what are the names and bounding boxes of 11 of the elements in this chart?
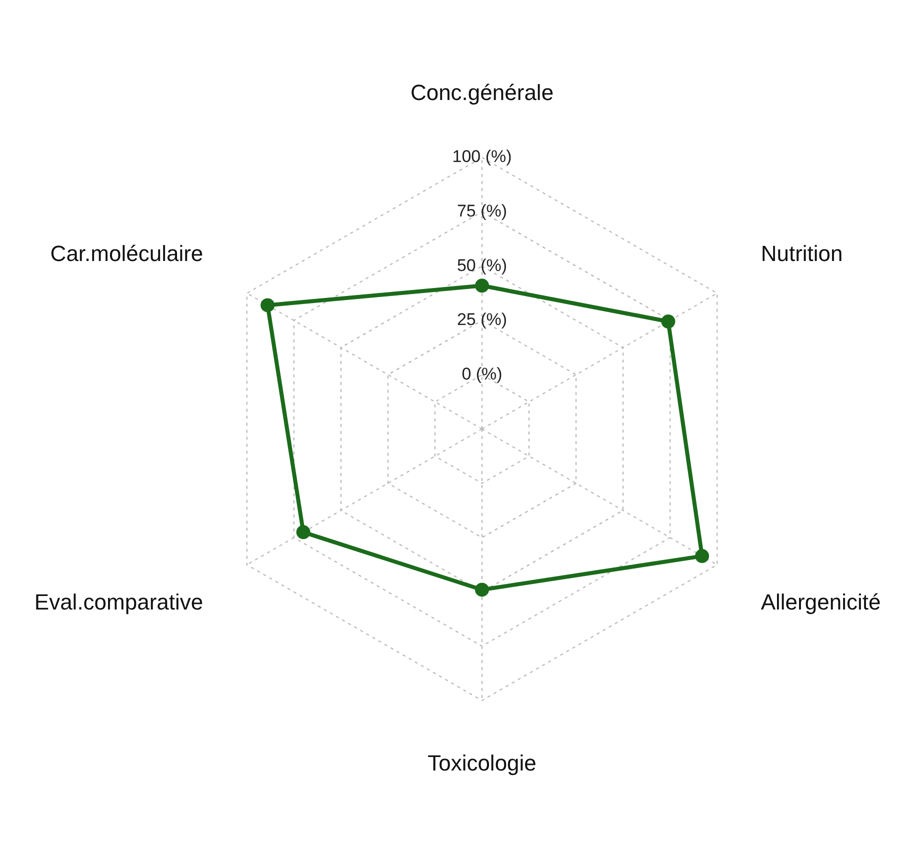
y-tick-label: 100 (%) <box>452 147 512 166</box>
y-tick-label: 25 (%) <box>456 310 508 330</box>
spoke-label: Conc.générale <box>410 80 554 105</box>
y-tick-label: 0 (%) <box>462 364 502 384</box>
y-tick-label: 75 (%) <box>456 201 508 220</box>
y-tick-label: 50 (%) <box>456 256 508 275</box>
spoke-label: Nutrition <box>760 240 843 266</box>
spoke-label: Eval.comparative <box>34 589 204 614</box>
spoke-label: Allergenicité <box>760 589 881 614</box>
spoke-label: Car.moléculaire <box>50 240 204 266</box>
spoke-label: Toxicologie <box>428 750 536 776</box>
